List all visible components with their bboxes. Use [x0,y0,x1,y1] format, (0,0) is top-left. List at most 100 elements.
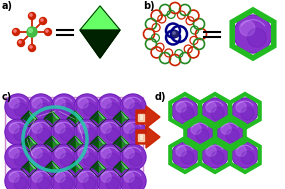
Circle shape [46,30,48,32]
Circle shape [60,177,73,189]
Circle shape [13,29,19,36]
Circle shape [5,168,31,189]
Circle shape [28,12,36,19]
Circle shape [176,146,186,156]
Circle shape [51,119,77,145]
Polygon shape [29,111,37,119]
Circle shape [206,102,216,112]
Circle shape [83,177,96,189]
Circle shape [83,128,96,141]
Polygon shape [75,136,83,144]
Polygon shape [75,136,83,152]
Polygon shape [21,111,29,127]
Polygon shape [67,136,75,152]
Circle shape [124,148,134,158]
Circle shape [97,94,123,120]
Circle shape [60,153,73,166]
Polygon shape [121,111,129,119]
Polygon shape [21,161,29,177]
Circle shape [120,144,146,170]
Circle shape [173,32,175,34]
Polygon shape [230,138,260,172]
Circle shape [241,151,254,164]
Circle shape [106,153,119,166]
Circle shape [19,41,21,43]
Polygon shape [138,114,144,121]
Polygon shape [113,136,121,152]
Circle shape [37,103,50,116]
Circle shape [51,144,77,170]
Circle shape [37,128,50,141]
Polygon shape [121,136,129,152]
Circle shape [27,27,37,37]
Circle shape [97,168,123,189]
Text: c): c) [2,92,12,102]
Circle shape [78,172,88,182]
Circle shape [236,146,246,156]
Circle shape [172,142,198,168]
Circle shape [124,123,134,133]
Polygon shape [215,116,245,150]
Polygon shape [75,111,83,127]
Polygon shape [140,135,142,139]
Circle shape [55,123,65,133]
Circle shape [9,148,19,158]
Polygon shape [98,136,106,144]
Circle shape [30,46,32,48]
Polygon shape [200,94,230,128]
Circle shape [106,128,119,141]
Polygon shape [121,136,129,144]
Polygon shape [200,138,230,172]
Polygon shape [52,111,60,119]
Circle shape [172,98,198,124]
Polygon shape [90,161,98,177]
Polygon shape [121,161,129,177]
Circle shape [32,148,42,158]
Circle shape [32,123,42,133]
Polygon shape [80,6,120,30]
Circle shape [206,146,216,156]
Circle shape [30,14,32,16]
Circle shape [181,151,194,164]
Polygon shape [121,111,129,127]
Polygon shape [90,136,98,152]
Polygon shape [230,94,260,128]
Circle shape [232,98,258,124]
Circle shape [191,124,201,134]
Circle shape [60,128,73,141]
Polygon shape [98,111,106,127]
Circle shape [28,44,36,51]
Circle shape [217,120,243,146]
Circle shape [176,102,186,112]
Circle shape [17,40,25,46]
Circle shape [124,98,134,108]
Polygon shape [170,138,200,172]
Circle shape [124,172,134,182]
Polygon shape [52,161,60,169]
Polygon shape [113,161,121,177]
Circle shape [129,177,142,189]
Circle shape [28,168,54,189]
Circle shape [211,107,224,120]
Text: d): d) [155,92,166,102]
Circle shape [202,142,228,168]
Circle shape [120,94,146,120]
Circle shape [241,107,254,120]
Polygon shape [52,136,60,144]
Circle shape [74,119,100,145]
Text: a): a) [2,1,13,11]
Polygon shape [121,161,129,169]
Polygon shape [44,111,52,127]
Circle shape [5,119,31,145]
Circle shape [226,129,239,142]
Circle shape [32,98,42,108]
Circle shape [55,148,65,158]
Circle shape [106,103,119,116]
Polygon shape [232,10,274,58]
Circle shape [187,120,213,146]
Circle shape [211,151,224,164]
Polygon shape [52,161,60,177]
Circle shape [221,124,231,134]
Polygon shape [90,111,98,127]
Polygon shape [29,136,37,144]
